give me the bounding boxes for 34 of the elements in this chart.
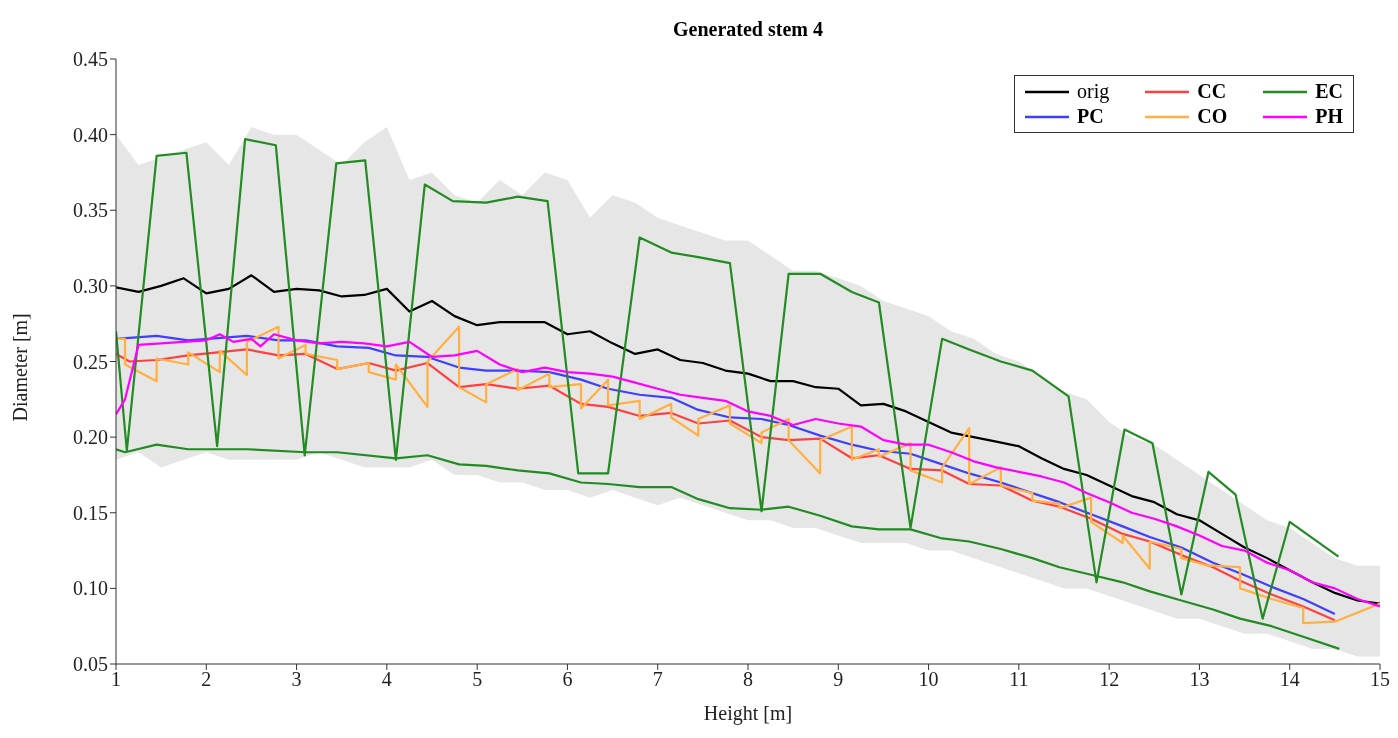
legend-label: CC bbox=[1197, 80, 1227, 103]
legend-label: CO bbox=[1197, 105, 1228, 128]
x-tick-label: 4 bbox=[381, 668, 392, 691]
y-tick-label: 0.30 bbox=[73, 274, 108, 297]
x-tick-label: 6 bbox=[562, 668, 573, 691]
legend-label: EC bbox=[1315, 80, 1343, 103]
y-tick-label: 0.40 bbox=[73, 123, 108, 146]
x-tick-label: 15 bbox=[1370, 668, 1390, 691]
x-tick-label: 3 bbox=[291, 668, 302, 691]
x-tick-label: 2 bbox=[201, 668, 212, 691]
x-tick-label: 1 bbox=[111, 668, 121, 691]
x-tick-label: 11 bbox=[1009, 668, 1029, 691]
x-tick-label: 5 bbox=[472, 668, 483, 691]
line-series bbox=[116, 274, 1380, 605]
x-tick-label: 12 bbox=[1099, 668, 1120, 691]
chart-title: Generated stem 4 bbox=[672, 18, 824, 41]
y-tick-label: 0.15 bbox=[73, 501, 108, 524]
legend-label: PC bbox=[1076, 105, 1104, 128]
y-tick-label: 0.35 bbox=[73, 199, 108, 222]
legend-label: PH bbox=[1315, 105, 1343, 128]
x-axis-title: Height [m] bbox=[703, 702, 793, 725]
x-tick-label: 8 bbox=[743, 668, 753, 691]
y-axis-title: Diameter [m] bbox=[9, 313, 32, 422]
legend-label: orig bbox=[1076, 80, 1110, 103]
y-tick-label: 0.05 bbox=[73, 653, 108, 676]
y-tick-label: 0.10 bbox=[73, 577, 108, 600]
y-tick-label: 0.20 bbox=[73, 426, 108, 449]
x-tick-label: 10 bbox=[918, 668, 939, 691]
x-tick-label: 9 bbox=[833, 668, 844, 691]
y-tick-label: 0.45 bbox=[73, 48, 108, 71]
x-tick-label: 13 bbox=[1189, 668, 1210, 691]
y-tick-label: 0.25 bbox=[73, 350, 108, 373]
x-tick-label: 14 bbox=[1279, 668, 1300, 691]
x-tick-label: 7 bbox=[652, 668, 663, 691]
